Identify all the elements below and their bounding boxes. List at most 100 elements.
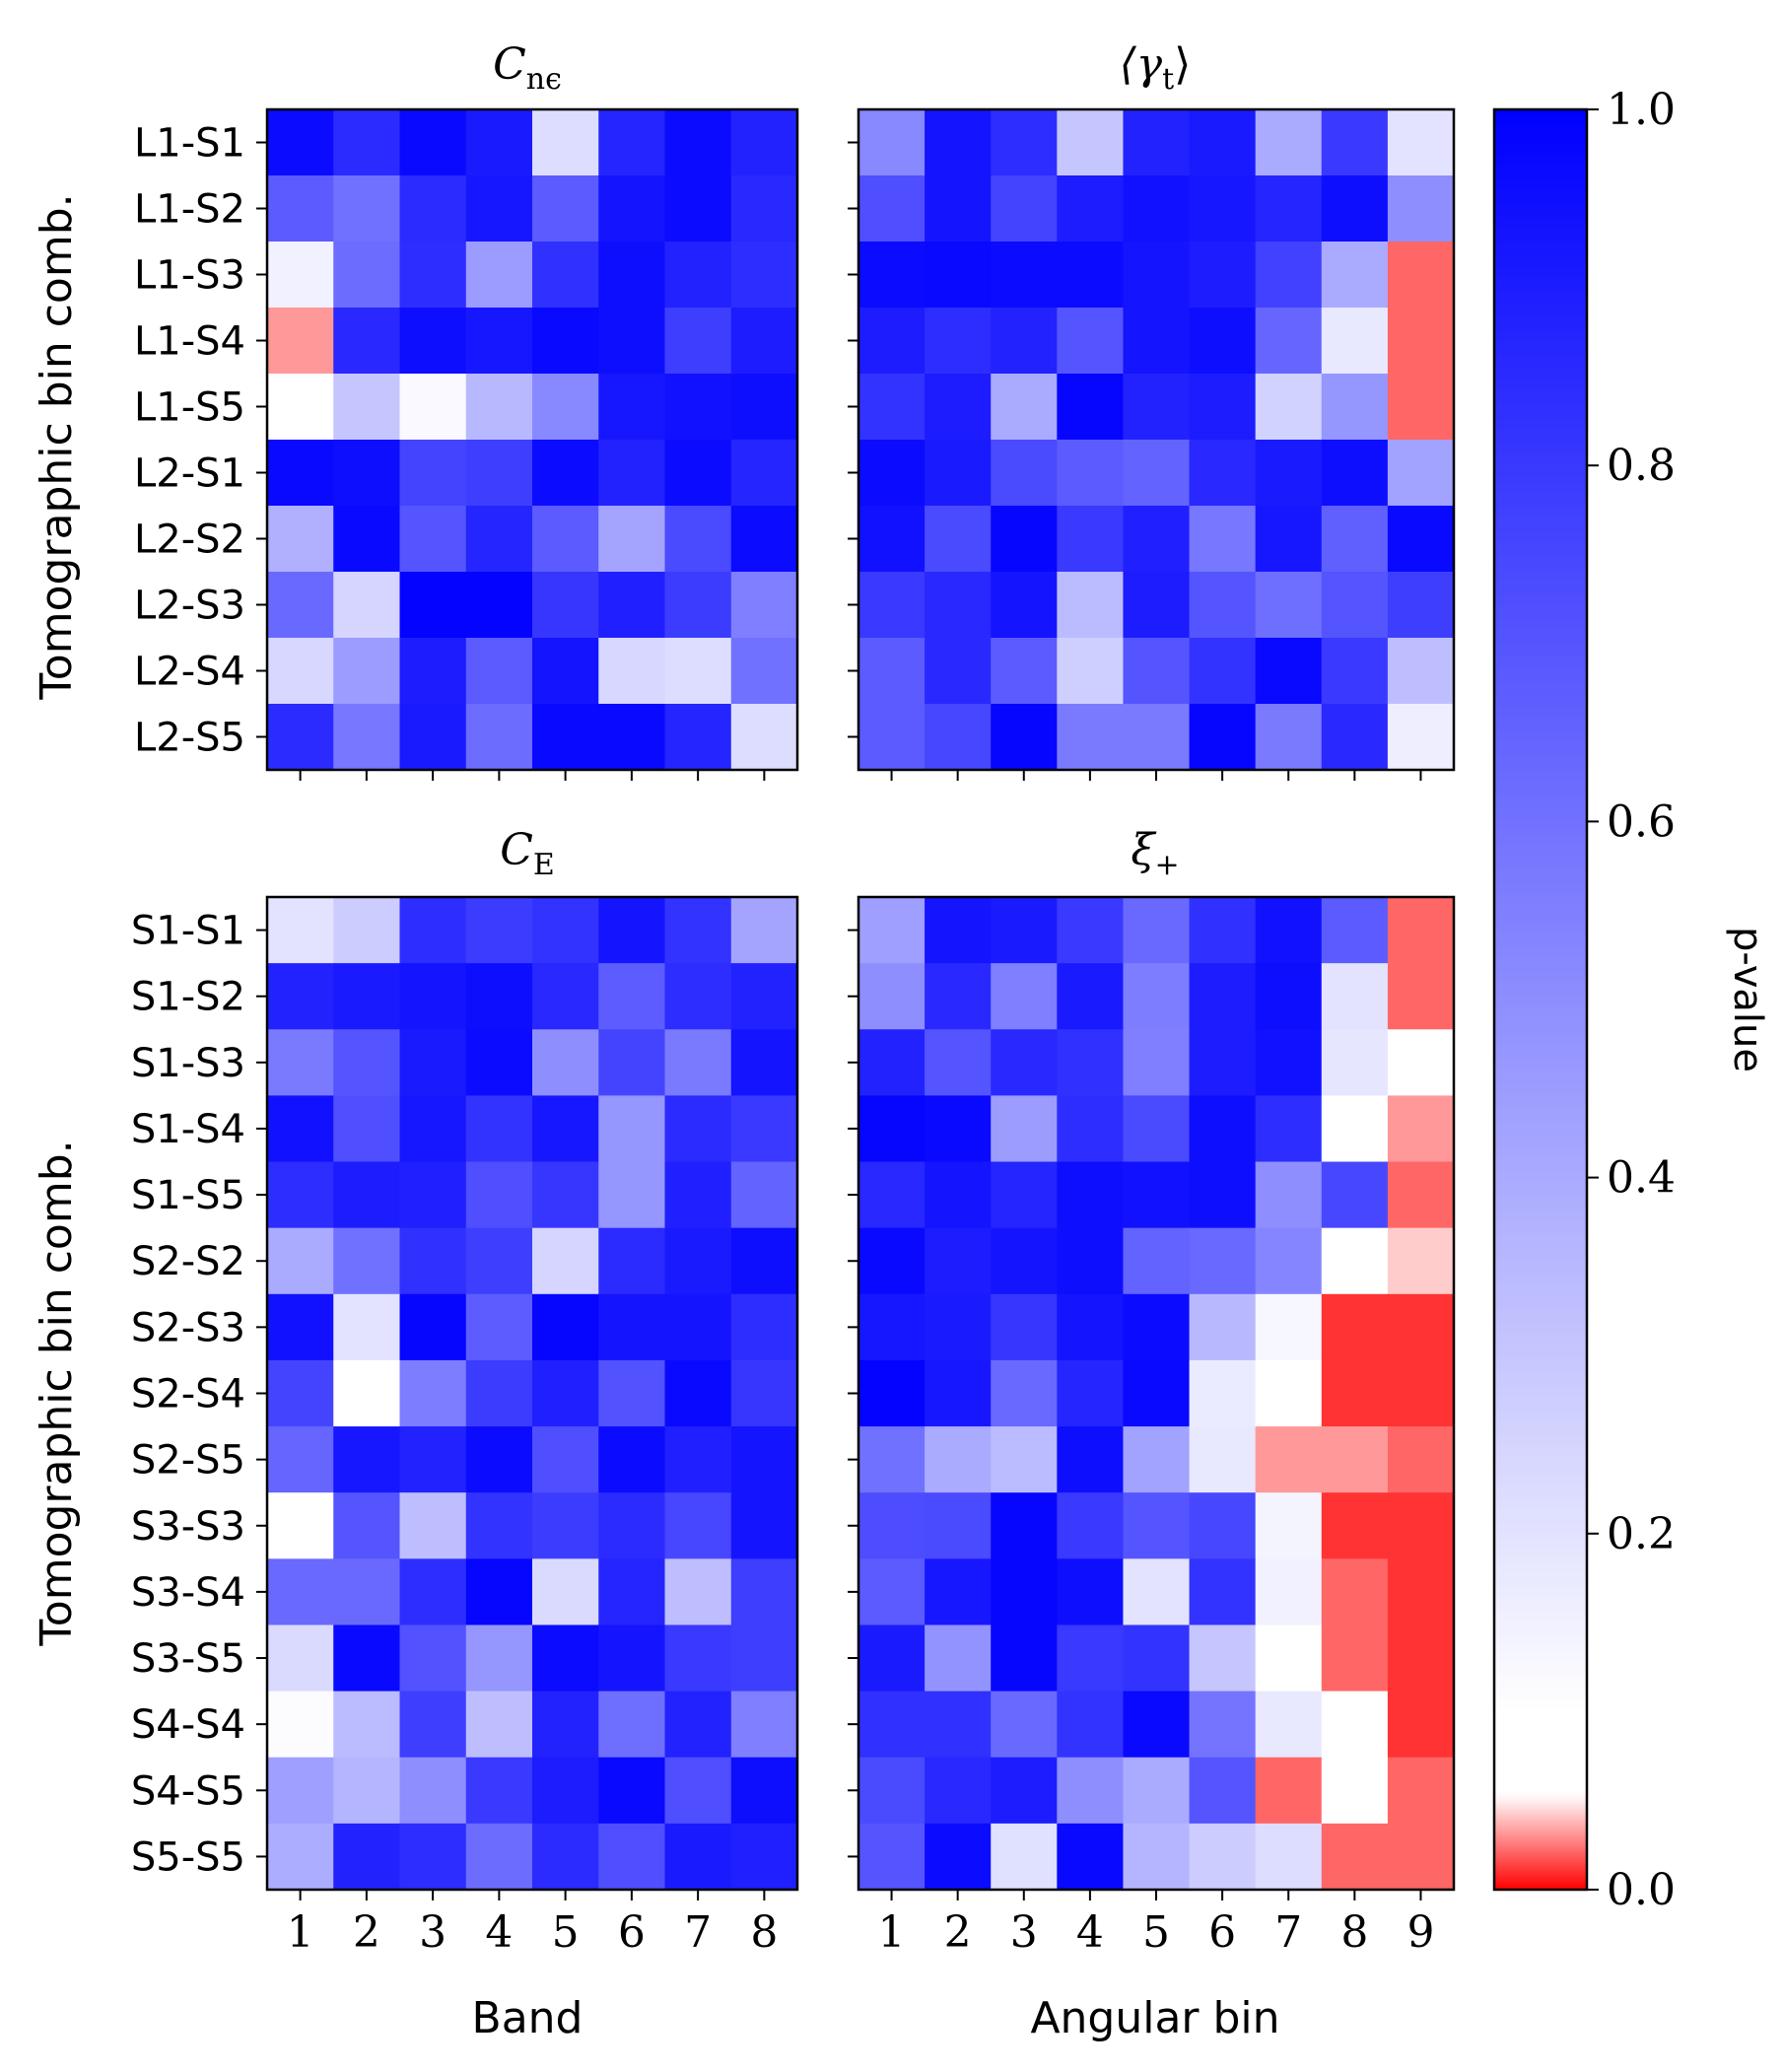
x-tick-label: 9 bbox=[1407, 1907, 1434, 1958]
heatmap-cell bbox=[991, 1624, 1058, 1692]
heatmap-cell bbox=[333, 1095, 401, 1163]
heatmap-cell bbox=[991, 1757, 1058, 1825]
heatmap-cell bbox=[1387, 1227, 1455, 1295]
heatmap-cell bbox=[598, 1227, 666, 1295]
heatmap-cell bbox=[664, 704, 732, 771]
heatmap-cell bbox=[598, 704, 666, 771]
heatmap-cell bbox=[1255, 242, 1323, 309]
heatmap-panel-cn-eps: L1-S1 L1-S2 L1-S3 L1-S4 L1-S5 L2-S1 L2-S2 L2-S3… bbox=[134, 107, 799, 781]
y-tick-label: L2-S4 bbox=[134, 650, 245, 695]
colorbar-tick-label: 0.6 bbox=[1607, 796, 1676, 847]
heatmap-cell bbox=[267, 242, 334, 309]
heatmap-cell bbox=[399, 374, 467, 441]
heatmap-cell bbox=[267, 1624, 334, 1692]
heatmap-cell bbox=[1123, 1492, 1191, 1559]
heatmap-cell bbox=[664, 1095, 732, 1163]
heatmap-cell bbox=[532, 374, 599, 441]
heatmap-cell bbox=[925, 638, 992, 705]
heatmap-cell bbox=[858, 1691, 926, 1759]
heatmap-cell bbox=[858, 1293, 926, 1361]
heatmap-cell bbox=[858, 1227, 926, 1295]
heatmap-cell bbox=[532, 1161, 599, 1229]
heatmap-cell bbox=[730, 175, 798, 242]
y-tick-label: L2-S3 bbox=[134, 584, 245, 629]
heatmap-cell bbox=[991, 1691, 1058, 1759]
heatmap-cell bbox=[1255, 963, 1323, 1030]
heatmap-cell bbox=[730, 506, 798, 573]
heatmap-cell bbox=[532, 1558, 599, 1626]
heatmap-cell bbox=[991, 1558, 1058, 1626]
heatmap-cell bbox=[925, 1029, 992, 1096]
heatmap-cell bbox=[925, 308, 992, 375]
heatmap-cell bbox=[1123, 1691, 1191, 1759]
heatmap-cell bbox=[664, 506, 732, 573]
x-tick-label: 5 bbox=[552, 1907, 580, 1958]
heatmap-cell bbox=[267, 440, 334, 507]
heatmap-cell bbox=[730, 1624, 798, 1692]
x-tick-label: 7 bbox=[684, 1907, 712, 1958]
heatmap-cell bbox=[1123, 308, 1191, 375]
heatmap-cell bbox=[267, 704, 334, 771]
heatmap-cell bbox=[399, 897, 467, 964]
heatmap-cell bbox=[1189, 374, 1257, 441]
heatmap-cell bbox=[1321, 1227, 1389, 1295]
heatmap-cell bbox=[1321, 1359, 1389, 1427]
y-tick-label: L1-S2 bbox=[134, 187, 245, 233]
heatmap-cell bbox=[532, 897, 599, 964]
heatmap-cell bbox=[1189, 1823, 1257, 1891]
heatmap-cell bbox=[333, 1029, 401, 1096]
heatmap-cell bbox=[1321, 175, 1389, 242]
heatmap-cell bbox=[991, 440, 1058, 507]
heatmap-cell bbox=[664, 1161, 732, 1229]
heatmap-cell bbox=[598, 1293, 666, 1361]
heatmap-cell bbox=[858, 1492, 926, 1559]
heatmap-cell bbox=[664, 572, 732, 639]
heatmap-cell bbox=[925, 1293, 992, 1361]
y-tick-label: S2-S3 bbox=[131, 1305, 245, 1350]
colorbar-tick-label: 0.8 bbox=[1607, 441, 1676, 491]
heatmap-cell bbox=[991, 1095, 1058, 1163]
heatmap-cell bbox=[465, 572, 533, 639]
heatmap-cell bbox=[925, 440, 992, 507]
heatmap-cell bbox=[333, 704, 401, 771]
heatmap-cell bbox=[333, 1691, 401, 1759]
heatmap-cell bbox=[1387, 242, 1455, 309]
heatmap-cell bbox=[598, 175, 666, 242]
y-tick-label: S1-S5 bbox=[131, 1173, 245, 1218]
heatmap-cell bbox=[1321, 1293, 1389, 1361]
heatmap-cell bbox=[1057, 1558, 1125, 1626]
heatmap-cell bbox=[465, 109, 533, 176]
heatmap-cell bbox=[1387, 963, 1455, 1030]
heatmap-cell bbox=[399, 1757, 467, 1825]
heatmap-cell bbox=[858, 109, 926, 176]
heatmap-cell bbox=[1057, 374, 1125, 441]
heatmap-cell bbox=[598, 308, 666, 375]
heatmap-cell bbox=[267, 638, 334, 705]
heatmap-cell bbox=[1387, 1426, 1455, 1493]
heatmap-cell bbox=[1123, 109, 1191, 176]
heatmap-cell bbox=[858, 506, 926, 573]
heatmap-cell bbox=[1387, 572, 1455, 639]
heatmap-cell bbox=[730, 1029, 798, 1096]
heatmap-cell bbox=[1321, 1095, 1389, 1163]
heatmap-cell bbox=[399, 242, 467, 309]
heatmap-cell bbox=[532, 1624, 599, 1692]
heatmap-cell bbox=[532, 963, 599, 1030]
heatmap-cell bbox=[664, 638, 732, 705]
y-tick-label: S4-S4 bbox=[131, 1702, 245, 1748]
x-tick-label: 3 bbox=[1010, 1907, 1038, 1958]
heatmap-cell bbox=[1387, 1558, 1455, 1626]
heatmap-cell bbox=[991, 1161, 1058, 1229]
heatmap-cell bbox=[730, 638, 798, 705]
heatmap-cell bbox=[465, 1691, 533, 1759]
heatmap-cell bbox=[399, 704, 467, 771]
heatmap-cell bbox=[333, 963, 401, 1030]
colorbar-tick-label: 0.4 bbox=[1607, 1153, 1676, 1204]
colorbar-tick-label: 1.0 bbox=[1607, 85, 1676, 135]
heatmap-cell bbox=[465, 374, 533, 441]
heatmap-cell bbox=[1255, 1029, 1323, 1096]
heatmap-cell bbox=[991, 1227, 1058, 1295]
heatmap-cell bbox=[399, 175, 467, 242]
heatmap-cell bbox=[267, 109, 334, 176]
heatmap-cell bbox=[1057, 1492, 1125, 1559]
